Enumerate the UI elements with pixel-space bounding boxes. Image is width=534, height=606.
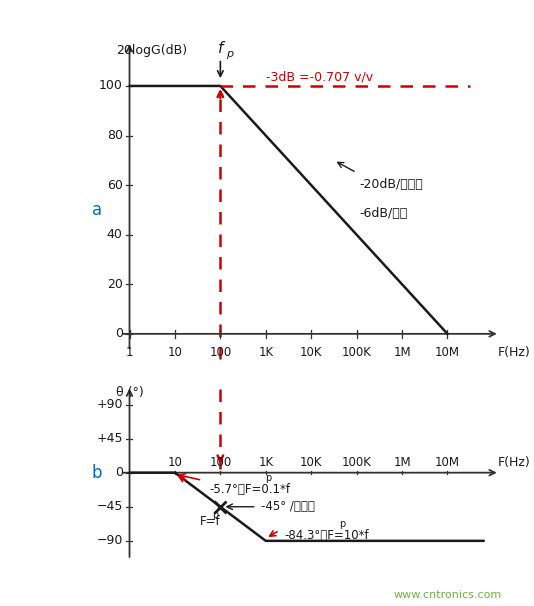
Text: 10K: 10K	[300, 456, 323, 469]
Text: p: p	[226, 48, 233, 59]
Text: −45: −45	[96, 501, 123, 513]
Text: 100: 100	[209, 456, 231, 469]
Text: 10: 10	[168, 456, 183, 469]
Text: 0: 0	[115, 466, 123, 479]
Text: 10M: 10M	[435, 346, 460, 359]
Text: a: a	[92, 201, 102, 219]
Text: -6dB/倍頻: -6dB/倍頻	[359, 207, 407, 221]
Text: 100: 100	[209, 346, 231, 359]
Text: +45: +45	[96, 432, 123, 445]
Text: 20: 20	[107, 278, 123, 291]
Text: p: p	[213, 510, 219, 521]
Text: p: p	[265, 473, 271, 482]
Text: +90: +90	[96, 398, 123, 411]
Text: -5.7°，F=0.1*f: -5.7°，F=0.1*f	[209, 482, 290, 496]
Text: 100: 100	[99, 79, 123, 93]
Text: 100K: 100K	[342, 456, 372, 469]
Text: 100K: 100K	[342, 346, 372, 359]
Text: 1K: 1K	[258, 346, 273, 359]
Text: p: p	[339, 519, 345, 528]
Text: 40: 40	[107, 228, 123, 241]
Text: 1K: 1K	[258, 456, 273, 469]
Text: 80: 80	[107, 129, 123, 142]
Text: 1M: 1M	[393, 456, 411, 469]
Text: F=f: F=f	[200, 516, 221, 528]
Text: 10M: 10M	[435, 456, 460, 469]
Text: 1M: 1M	[393, 346, 411, 359]
Text: -20dB/十倍頻: -20dB/十倍頻	[359, 178, 422, 191]
Text: -45° /十倍頻: -45° /十倍頻	[261, 499, 315, 513]
Text: θ (°): θ (°)	[116, 385, 144, 399]
Text: -84.3°，F=10*f: -84.3°，F=10*f	[284, 528, 368, 542]
Text: 1: 1	[126, 346, 134, 359]
Text: www.cntronics.com: www.cntronics.com	[394, 590, 502, 600]
Text: 10K: 10K	[300, 346, 323, 359]
Text: 60: 60	[107, 179, 123, 191]
Text: -3dB =-0.707 v/v: -3dB =-0.707 v/v	[266, 70, 373, 84]
Text: 10: 10	[168, 346, 183, 359]
Text: −90: −90	[96, 534, 123, 547]
Text: F(Hz): F(Hz)	[497, 346, 530, 359]
Text: 0: 0	[115, 327, 123, 341]
Text: F(Hz): F(Hz)	[497, 456, 530, 469]
Text: 20logG(dB): 20logG(dB)	[116, 44, 187, 57]
Text: b: b	[92, 464, 102, 482]
Text: f: f	[218, 41, 223, 56]
